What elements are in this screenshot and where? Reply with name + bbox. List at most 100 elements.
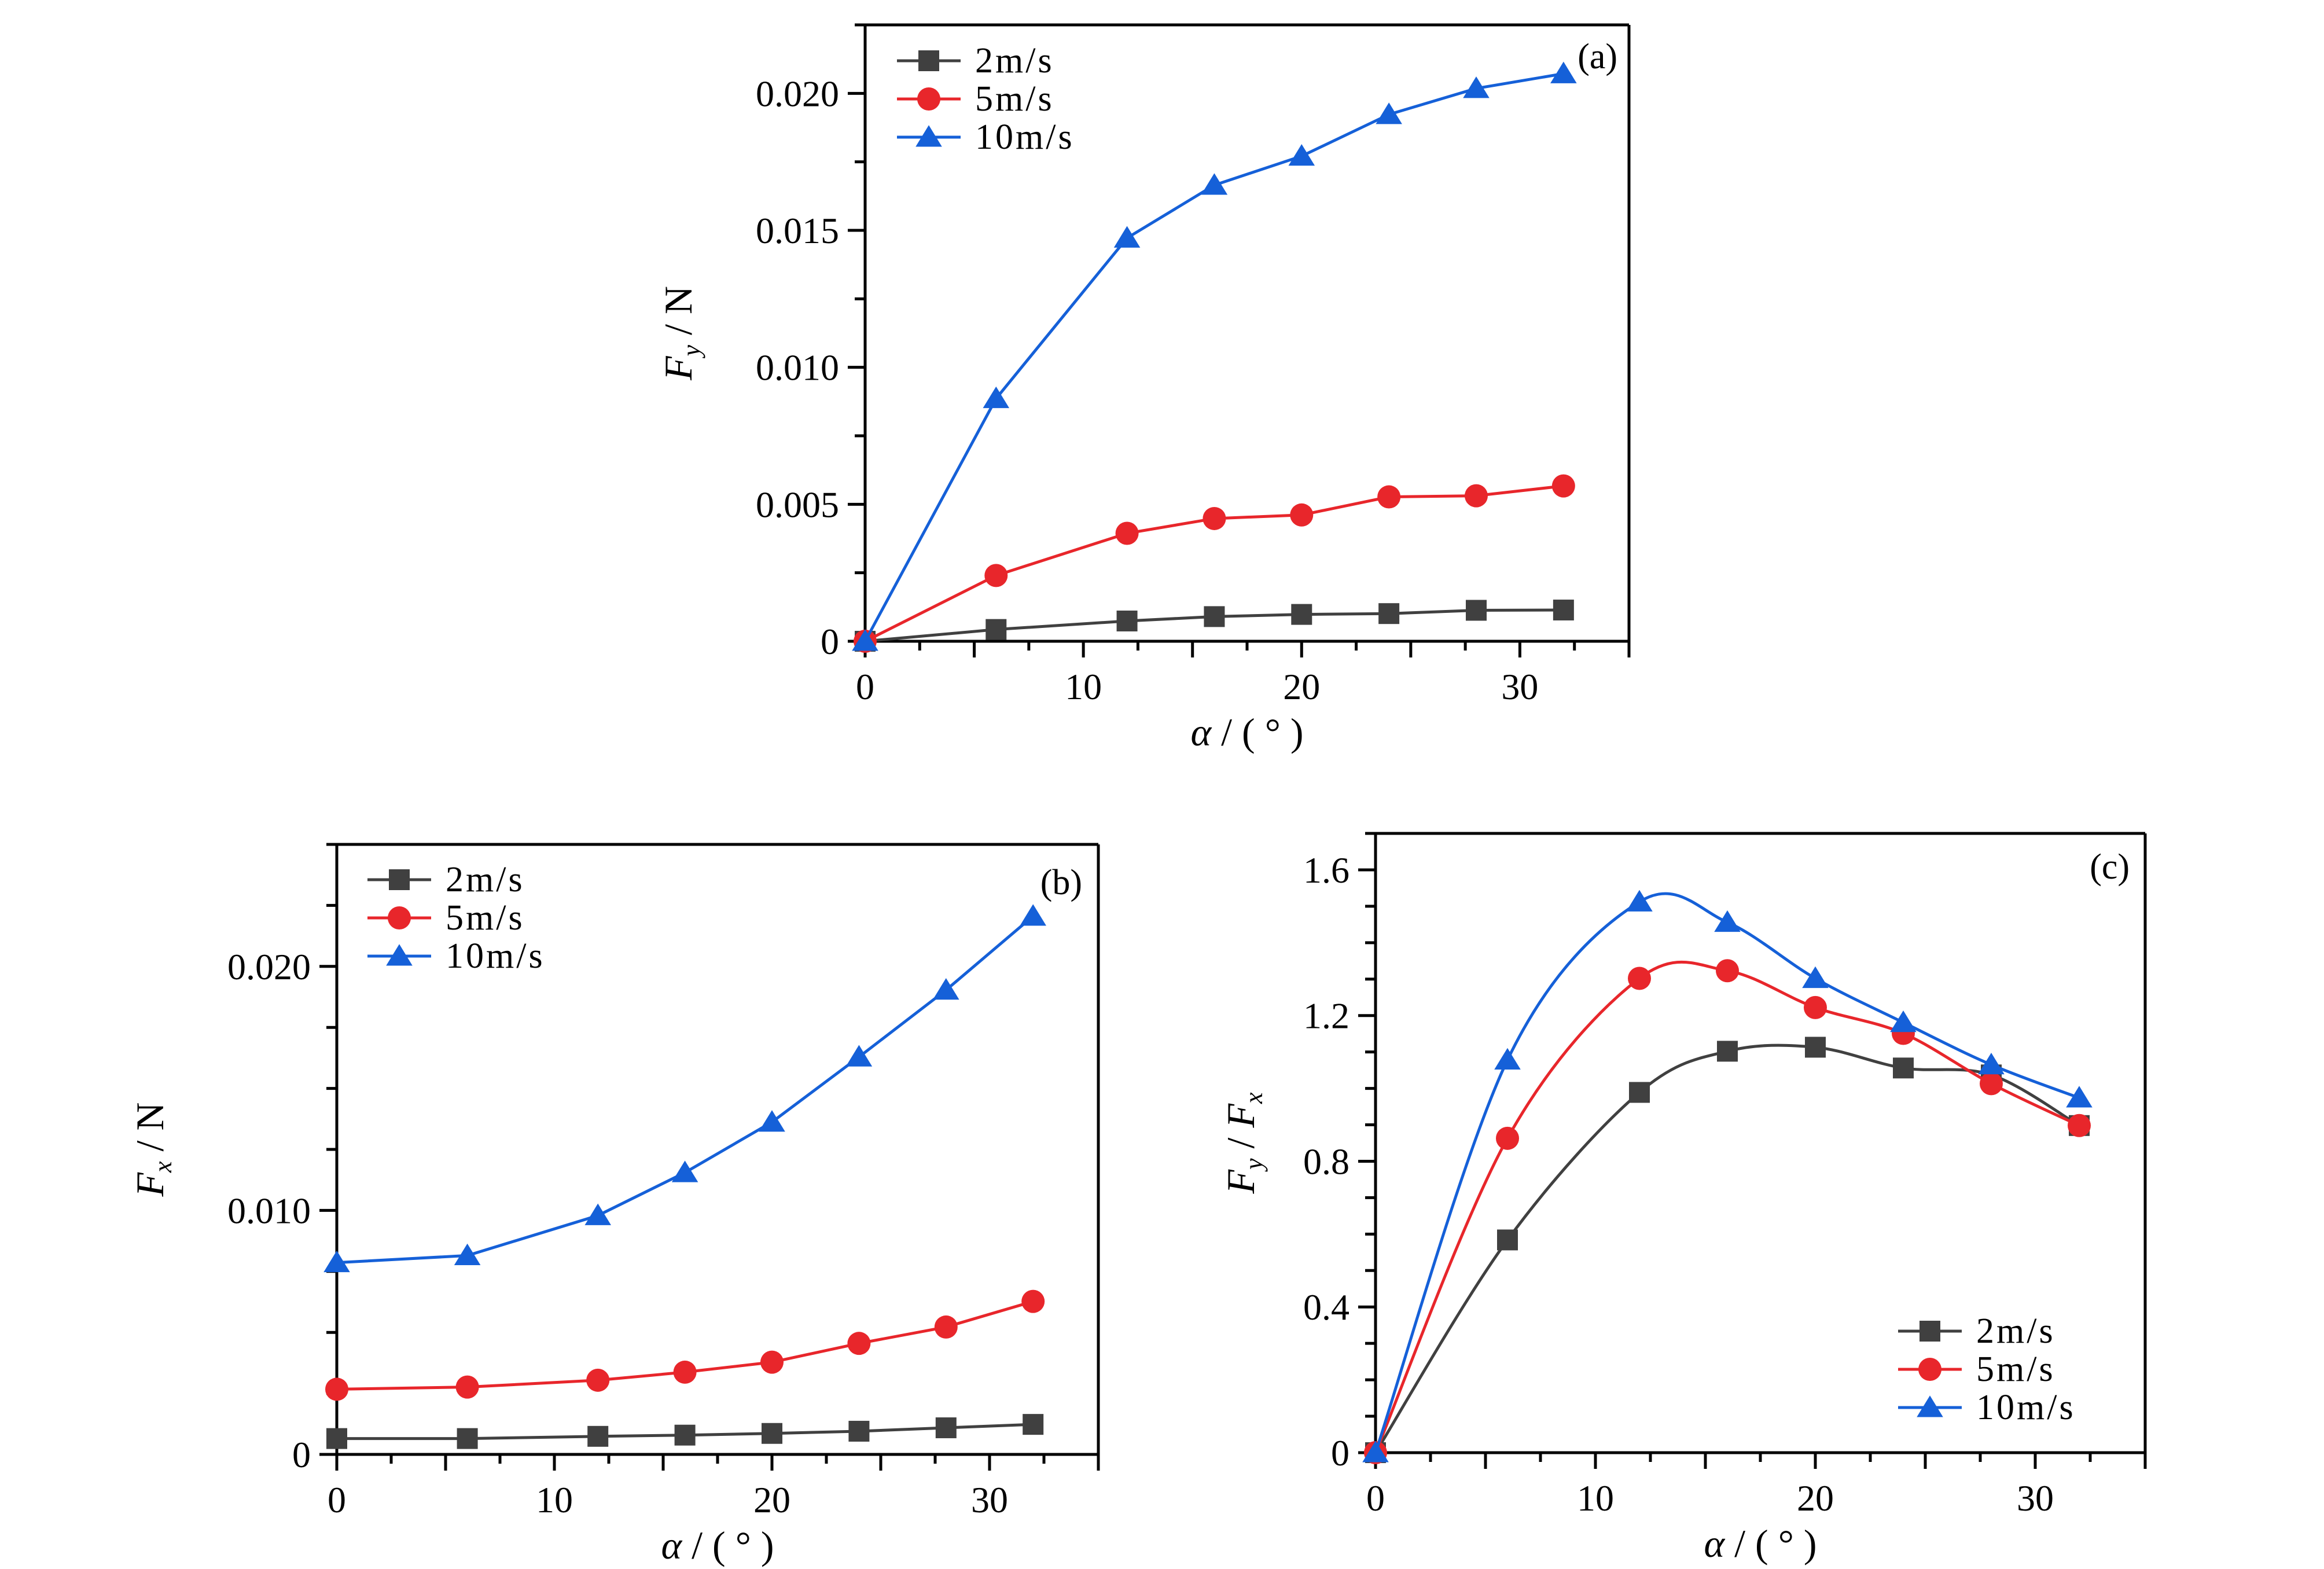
series-line: [336, 1300, 1034, 1391]
data-point: [1203, 506, 1226, 530]
y-axis-title-subscript: x: [149, 1161, 177, 1173]
data-point: [1890, 1010, 1917, 1032]
data-point: [584, 1203, 611, 1225]
y-tick-label: 0: [292, 1434, 311, 1475]
data-point: [1378, 603, 1400, 624]
legend-marker: [389, 869, 410, 890]
series-10m-per-s: [852, 61, 1577, 651]
data-point: [1466, 600, 1487, 621]
x-tick-label: 20: [1283, 666, 1320, 707]
data-point: [1494, 1048, 1521, 1070]
y-tick-label: 0.8: [1303, 1141, 1349, 1182]
data-point: [934, 1315, 958, 1339]
data-point: [1628, 967, 1651, 990]
data-point: [1023, 1414, 1044, 1435]
data-point: [1377, 485, 1401, 509]
y-tick-label: 0.020: [227, 946, 311, 987]
legend-item: 10m/s: [1898, 1388, 2076, 1427]
data-point: [1376, 102, 1402, 124]
data-point: [1553, 600, 1574, 621]
data-point: [1116, 610, 1138, 631]
legend-label: 10m/s: [1976, 1388, 2076, 1427]
panel-label: (c): [2090, 847, 2130, 887]
y-tick-label: 0.4: [1303, 1287, 1349, 1328]
data-point: [1714, 910, 1741, 932]
data-point: [1204, 606, 1225, 627]
data-point: [1980, 1072, 2003, 1096]
data-point: [1893, 1057, 1914, 1079]
data-point: [457, 1428, 478, 1449]
series-line: [1374, 1043, 2080, 1454]
y-axis-title-symbol-2: F: [1219, 1103, 1263, 1129]
x-axis-title-unit: / ( ° ): [1211, 710, 1303, 754]
panel-label: (b): [1040, 863, 1082, 902]
series-5m-per-s: [325, 1289, 1045, 1401]
legend-marker: [1918, 1358, 1941, 1381]
data-point: [1497, 1229, 1518, 1251]
legend-marker: [918, 50, 939, 71]
y-tick-label: 0: [821, 621, 839, 662]
data-point: [1804, 995, 1827, 1019]
data-point: [1115, 521, 1139, 545]
y-tick-label: 0.005: [756, 484, 839, 525]
data-point: [671, 1160, 698, 1182]
data-point: [847, 1332, 871, 1355]
legend-item: 2m/s: [897, 41, 1054, 80]
x-axis-title: α / ( ° ): [1190, 710, 1303, 754]
legend-item: 5m/s: [897, 79, 1052, 119]
legend-marker: [917, 87, 940, 111]
data-point: [1626, 890, 1653, 912]
data-point: [983, 386, 1010, 409]
data-point: [1978, 1052, 2005, 1075]
legend-label: 2m/s: [975, 41, 1054, 80]
legend-item: 10m/s: [367, 936, 543, 976]
data-point: [1463, 76, 1490, 98]
data-point: [1021, 1289, 1045, 1313]
legend-item: 5m/s: [1898, 1350, 2055, 1389]
data-point: [1465, 484, 1488, 508]
data-point: [1288, 144, 1315, 166]
chart-panel-c: 0 10 20 30 0 0.4 0.8 1.2 1.6 α / ( ° ) Fy / Fx (c) 2…: [1219, 832, 2147, 1566]
y-axis-title-unit: / N: [128, 1102, 172, 1161]
data-point: [323, 1250, 350, 1273]
legend-item: 2m/s: [367, 860, 523, 899]
legend-item: 5m/s: [367, 898, 523, 938]
x-tick-label: 30: [971, 1479, 1008, 1520]
data-point: [1362, 1441, 1389, 1463]
series-line: [1374, 892, 2080, 1453]
series-line: [337, 1423, 1034, 1441]
y-axis-title: Fy / N: [656, 286, 705, 381]
series-line: [865, 608, 1564, 643]
legend-marker: [1917, 1395, 1943, 1417]
legend-marker: [915, 125, 942, 147]
x-tick-label: 30: [2017, 1478, 2054, 1519]
data-point: [1201, 173, 1228, 195]
data-point: [760, 1350, 784, 1374]
series-line: [1374, 960, 2080, 1453]
data-point: [454, 1243, 481, 1265]
y-axis-title: Fx / N: [128, 1102, 177, 1197]
x-axis-title-symbol: α: [661, 1523, 682, 1567]
x-tick-label: 30: [1501, 666, 1538, 707]
legend-item: 2m/s: [1898, 1311, 2053, 1351]
x-axis-title: α / ( ° ): [661, 1523, 774, 1567]
data-point: [1717, 1041, 1738, 1062]
x-tick-label: 0: [856, 666, 874, 707]
legend-label: 5m/s: [1976, 1350, 2055, 1389]
x-tick-label: 10: [1577, 1478, 1614, 1519]
data-point: [986, 619, 1007, 640]
data-point: [1805, 1037, 1826, 1058]
x-tick-label: 10: [536, 1479, 573, 1520]
x-axis-title-symbol: α: [1190, 710, 1212, 754]
data-point: [1716, 959, 1739, 983]
y-tick-label: 0.010: [756, 347, 839, 388]
chart-panel-a: 0 10 20 30 0 0.005 0.010 0.015 0.020 α / ( ° ) Fy …: [656, 23, 1631, 754]
y-tick-label: 1.6: [1303, 850, 1349, 891]
x-axis-title-unit: / ( ° ): [682, 1523, 774, 1567]
y-axis-title-subscript: y: [677, 344, 705, 358]
y-tick-label: 0.015: [756, 210, 839, 251]
y-axis-title-unit: / N: [656, 286, 700, 345]
data-point: [674, 1424, 696, 1446]
